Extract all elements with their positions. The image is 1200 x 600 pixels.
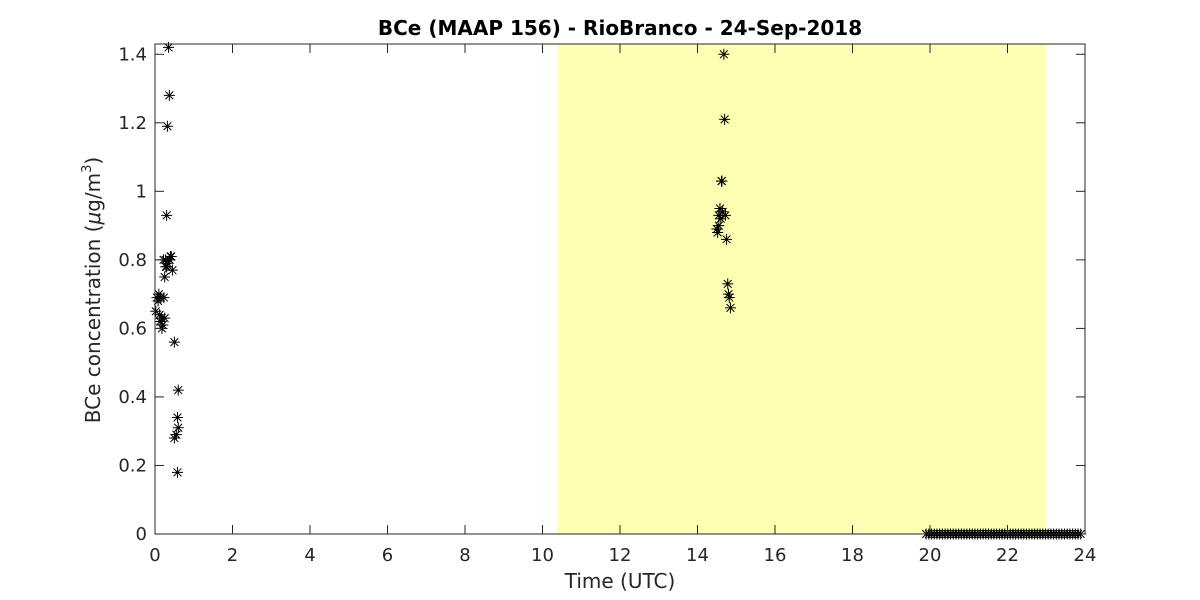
y-tick-label: 0 xyxy=(136,524,147,545)
data-point xyxy=(716,175,728,187)
data-point xyxy=(171,466,183,478)
data-point xyxy=(161,120,173,132)
data-point xyxy=(722,278,734,290)
data-point xyxy=(721,233,733,245)
data-point xyxy=(159,271,171,283)
data-point xyxy=(165,250,177,262)
x-tick-label: 22 xyxy=(996,545,1019,566)
data-point xyxy=(153,288,165,300)
x-tick-label: 2 xyxy=(227,545,238,566)
data-point xyxy=(161,209,173,221)
data-point xyxy=(163,41,175,53)
y-tick-label: 0.2 xyxy=(118,455,147,476)
x-tick-label: 4 xyxy=(304,545,315,566)
data-point xyxy=(171,411,183,423)
y-axis-label-sup: 3 xyxy=(80,165,95,173)
y-axis-label: BCe concentration (μg/m3) xyxy=(80,157,105,423)
x-tick-label: 16 xyxy=(764,545,787,566)
x-tick-label: 6 xyxy=(382,545,393,566)
y-axis-ticks: 0 0.2 0.4 0.6 0.8 1 1.2 1.4 xyxy=(118,44,1085,545)
y-tick-label: 1.4 xyxy=(118,44,147,65)
data-point xyxy=(712,226,724,238)
x-tick-label: 10 xyxy=(531,545,554,566)
highlight-band xyxy=(558,44,1047,534)
y-tick-label: 1.2 xyxy=(118,113,147,134)
data-point xyxy=(161,261,173,273)
data-point xyxy=(154,309,166,321)
data-point xyxy=(158,292,170,304)
data-point xyxy=(723,288,734,300)
data-point xyxy=(168,432,180,444)
y-tick-label: 0.8 xyxy=(118,250,147,271)
data-point xyxy=(723,292,735,304)
x-tick-label: 0 xyxy=(149,545,160,566)
x-tick-label: 20 xyxy=(919,545,942,566)
data-point xyxy=(170,429,182,441)
data-point xyxy=(711,223,723,235)
data-point xyxy=(719,209,731,221)
data-point xyxy=(157,319,169,331)
y-axis-label-mu: μ xyxy=(81,212,105,226)
data-point xyxy=(172,384,184,396)
chart-title: BCe (MAAP 156) - RioBranco - 24-Sep-2018 xyxy=(378,16,862,40)
y-axis-label-close: ) xyxy=(81,157,105,165)
x-axis-ticks: 0 2 4 6 8 10 12 14 16 18 20 22 24 xyxy=(149,44,1096,566)
x-tick-label: 18 xyxy=(841,545,864,566)
data-point xyxy=(713,220,725,232)
data-point xyxy=(164,254,176,266)
data-point xyxy=(717,206,729,218)
y-tick-label: 1 xyxy=(136,181,147,202)
data-point xyxy=(166,264,178,276)
y-tick-label: 0.4 xyxy=(118,387,147,408)
data-point xyxy=(168,336,180,348)
data-point xyxy=(162,257,174,269)
x-tick-label: 12 xyxy=(609,545,632,566)
data-point xyxy=(718,48,730,60)
data-point xyxy=(159,312,171,324)
data-point xyxy=(152,295,164,307)
x-tick-label: 24 xyxy=(1074,545,1097,566)
x-tick-label: 14 xyxy=(686,545,709,566)
data-point xyxy=(714,202,726,214)
y-axis-label-main: BCe concentration ( xyxy=(81,225,105,424)
y-tick-label: 0.6 xyxy=(118,318,147,339)
y-axis-label-unit: g/m xyxy=(81,173,105,212)
x-axis-label: Time (UTC) xyxy=(564,569,676,593)
data-point xyxy=(715,213,727,225)
x-tick-label: 8 xyxy=(459,545,470,566)
data-point xyxy=(154,316,166,328)
data-point xyxy=(719,113,731,125)
data-point xyxy=(172,422,184,434)
data-point xyxy=(724,302,736,314)
data-point xyxy=(163,89,175,101)
